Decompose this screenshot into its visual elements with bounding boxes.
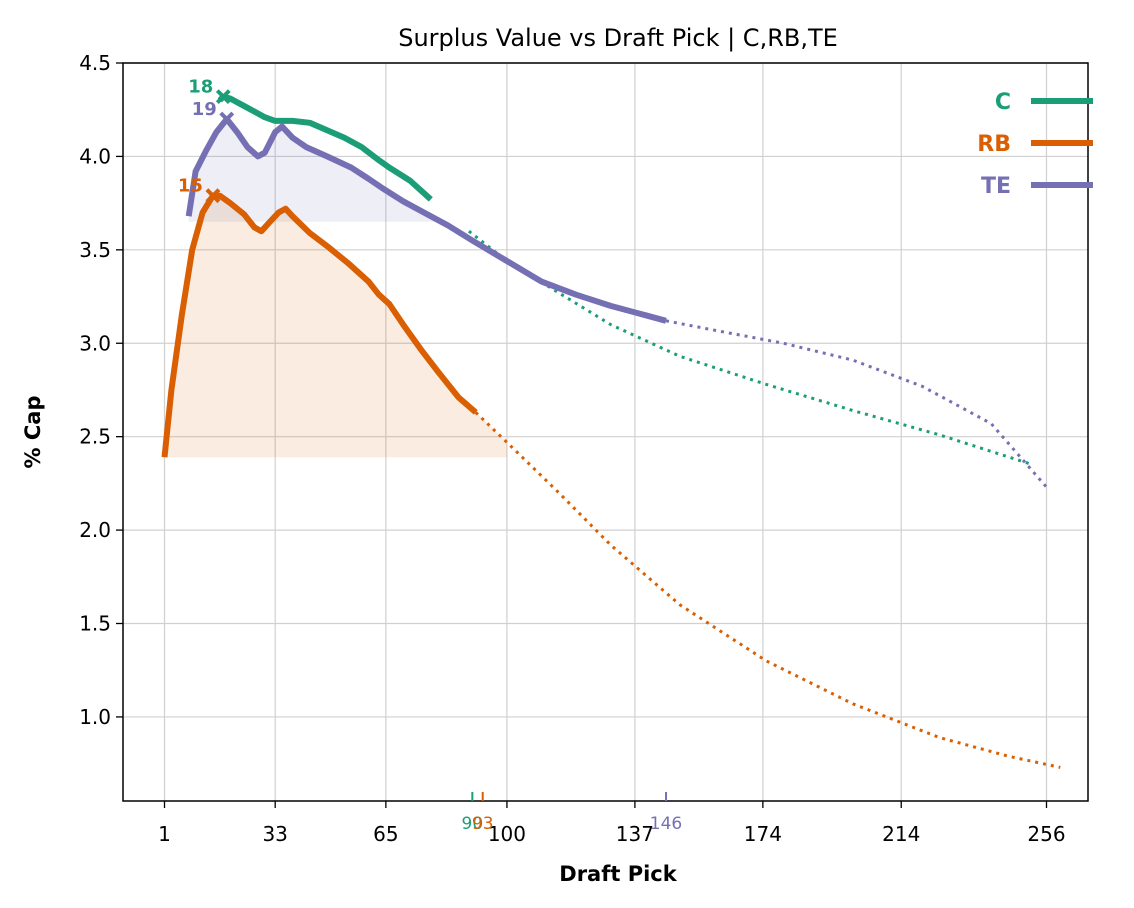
series-line-rb [161, 192, 478, 458]
fit-line-rb [474, 411, 1061, 769]
x-tick-label: 65 [373, 822, 398, 846]
axes: 1 33 65 100 137 174 214 256 1.0 1.5 2.0 2.5 3.0 3.5 4.… [79, 51, 1065, 846]
y-tick-label: 2.5 [79, 425, 111, 449]
y-tick-label: 3.0 [79, 331, 111, 355]
cutoff-label-rb: 93 [472, 814, 494, 834]
chart-title: Surplus Value vs Draft Pick | C,RB,TE [398, 24, 838, 52]
x-axis-label: Draft Pick [559, 862, 677, 886]
y-tick-label: 1.0 [79, 705, 111, 729]
x-tick-label: 137 [616, 822, 654, 846]
grid-lines [123, 62, 1088, 801]
y-tick-label: 1.5 [79, 612, 111, 636]
y-tick-label: 4.5 [79, 51, 111, 75]
fit-line-te [665, 319, 1048, 489]
peak-label-c: 18 [188, 77, 213, 98]
fit-line-c [467, 230, 1034, 467]
x-tick-label: 1 [158, 822, 171, 846]
x-tick-label: 214 [882, 822, 920, 846]
y-tick-label: 4.0 [79, 144, 111, 168]
x-tick-label: 256 [1027, 822, 1065, 846]
band-rb [164, 195, 507, 458]
peak-label-rb: 15 [178, 176, 203, 197]
y-axis-label: % Cap [21, 396, 45, 469]
y-tick-label: 3.5 [79, 238, 111, 262]
legend: C RB TE [977, 90, 1093, 199]
y-tick-label: 2.0 [79, 518, 111, 542]
x-tick-label: 100 [488, 822, 526, 846]
peak-marker-c [215, 89, 231, 105]
band-te [188, 119, 438, 222]
peak-marker-te [219, 111, 235, 127]
legend-label-rb: RB [977, 132, 1011, 157]
peak-label-te: 19 [192, 99, 217, 120]
plot-frame [122, 62, 1089, 802]
cutoff-label-c: 90 [462, 814, 484, 834]
x-tick-label: 174 [744, 822, 782, 846]
cutoff-label-te: 146 [650, 814, 682, 834]
series-line-c [217, 93, 433, 202]
plot-area: 18 15 19 [161, 77, 1061, 769]
peak-marker-rb [205, 188, 221, 204]
legend-label-c: C [995, 90, 1011, 115]
legend-label-te: TE [981, 174, 1011, 199]
x-tick-label: 33 [262, 822, 287, 846]
